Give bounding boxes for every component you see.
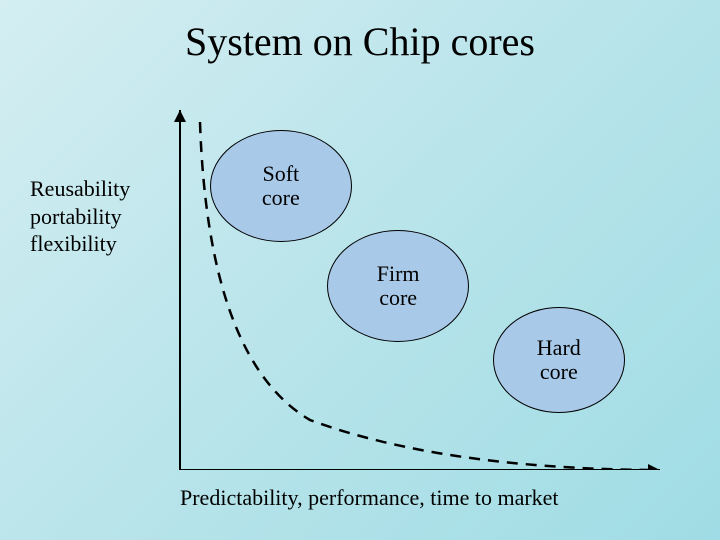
y-axis-arrow: [174, 110, 186, 122]
node-hard-core: Hardcore: [493, 307, 625, 413]
y-axis-label: Reusabilityportabilityflexibility: [30, 175, 130, 258]
node-soft-core: Softcore: [210, 130, 352, 242]
page-title: System on Chip cores: [0, 18, 720, 65]
x-axis-label: Predictability, performance, time to mar…: [180, 485, 559, 511]
chart-area: SoftcoreFirmcoreHardcore: [160, 100, 670, 470]
node-firm-core: Firmcore: [327, 230, 469, 342]
